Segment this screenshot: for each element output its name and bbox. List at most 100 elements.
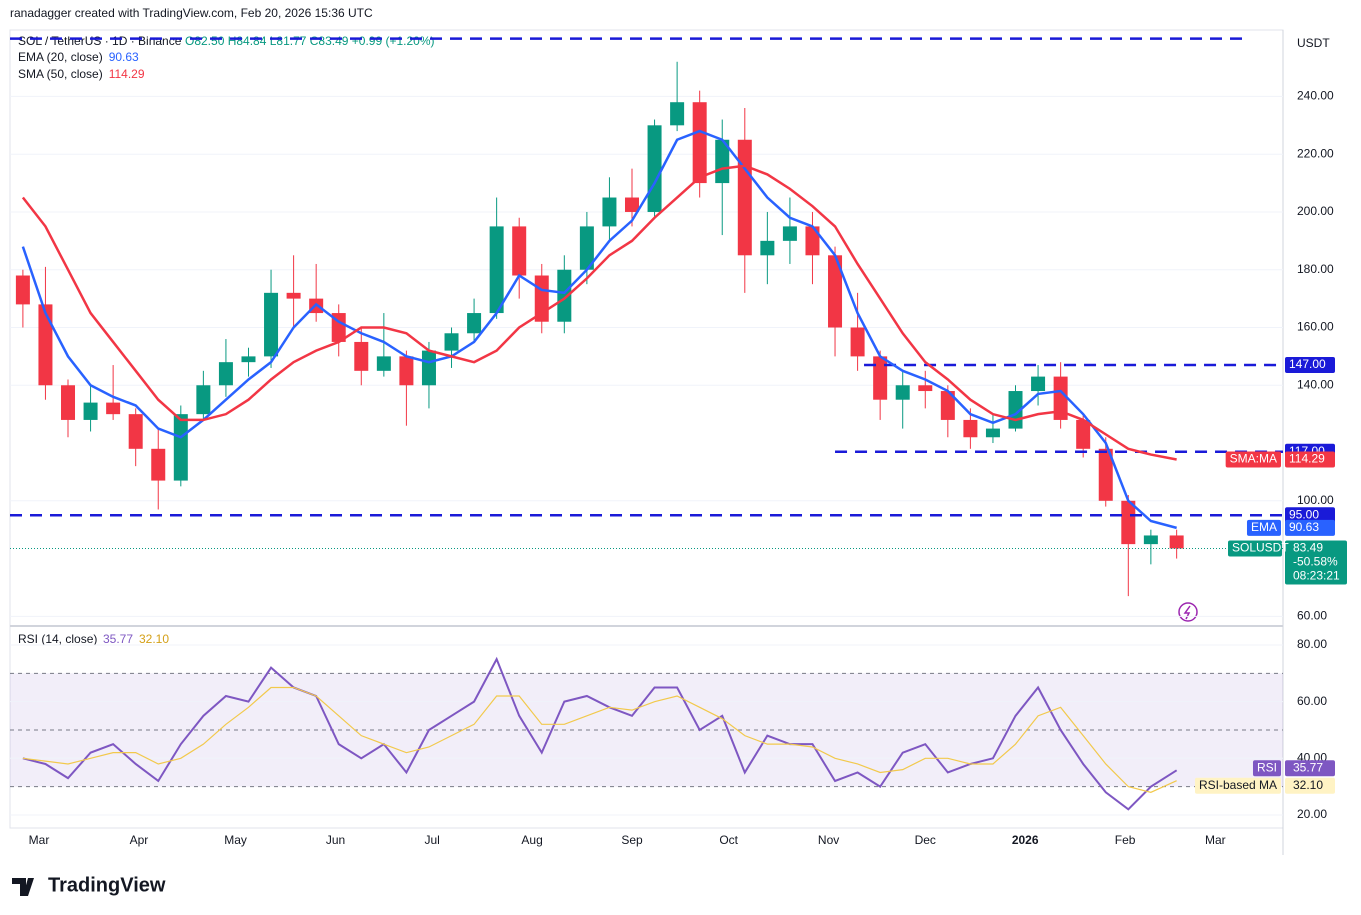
candle-body <box>602 197 617 227</box>
y-tick-label: 180.00 <box>1297 262 1334 276</box>
candle-body <box>985 428 1000 438</box>
candle-body <box>128 414 143 449</box>
candle-body <box>61 385 76 420</box>
axis-value-tag: 32.10 <box>1293 778 1323 792</box>
candle-body <box>1031 376 1046 392</box>
ohlc: O82.50 H84.84 L81.77 C83.49 +0.99 (+1.20… <box>185 34 435 48</box>
candle-body <box>376 356 391 371</box>
ma-line <box>21 129 1177 530</box>
brand: TradingView <box>48 874 166 896</box>
candle-body <box>241 356 256 363</box>
candle-body <box>805 226 820 256</box>
y-tick-label: 160.00 <box>1297 320 1334 334</box>
tag-name-box <box>1252 760 1281 777</box>
candle-body <box>354 341 369 371</box>
legend-value: 35.77 <box>103 632 133 646</box>
candle-body <box>38 304 53 386</box>
legend-name: SMA (50, close) <box>18 67 103 81</box>
y-tick-label: 60.00 <box>1297 609 1327 623</box>
candle-body <box>421 350 436 386</box>
y-tick-label: 60.00 <box>1297 694 1327 708</box>
axis-value-box <box>1285 760 1335 777</box>
x-tick-label: Aug <box>521 833 542 847</box>
y-tick-label: 200.00 <box>1297 204 1334 218</box>
level-label: 95.00 <box>1289 507 1319 521</box>
last-price-countdown: 08:23:21 <box>1293 569 1340 583</box>
last-price-label: 83.49 <box>1293 541 1323 555</box>
x-tick-label: Jul <box>425 833 440 847</box>
symbol-title: SOL / TetherUS · 1D · Binance <box>18 34 182 48</box>
candle-body <box>828 255 843 328</box>
ma-line <box>21 164 1177 461</box>
candle-body <box>151 448 166 481</box>
candle-body <box>963 419 978 438</box>
y-tick-label: 240.00 <box>1297 89 1334 103</box>
tag-name: EMA <box>1251 520 1277 534</box>
tag-name-box <box>1246 519 1281 536</box>
logo <box>12 878 34 896</box>
candle-body <box>512 226 527 276</box>
last-price-box <box>1285 540 1347 585</box>
y-tick-label: 100.00 <box>1297 493 1334 507</box>
candle-body <box>782 226 797 241</box>
tag-name: SMA:MA <box>1230 452 1277 466</box>
candle-body <box>15 275 30 305</box>
legend-value: 90.63 <box>109 50 139 64</box>
candle-body <box>895 385 910 400</box>
candle-body <box>444 333 459 351</box>
x-tick-label: Mar <box>1205 833 1226 847</box>
level-label: 147.00 <box>1289 357 1326 371</box>
axis-value-tag: 90.63 <box>1289 520 1319 534</box>
unit: USDT <box>1297 36 1330 50</box>
rsi-line <box>22 656 1178 811</box>
candle-body <box>467 313 482 334</box>
candle-body <box>1076 419 1091 449</box>
candle-body <box>83 402 98 420</box>
symbol-box <box>1228 540 1282 557</box>
candle-body <box>1098 448 1113 501</box>
y-tick-label: 140.00 <box>1297 377 1334 391</box>
candle-body <box>873 356 888 400</box>
x-tick-label: Feb <box>1115 833 1136 847</box>
tag-name-box <box>1225 451 1281 468</box>
tag-name: RSI <box>1257 760 1277 774</box>
axis-value-box <box>1285 777 1335 794</box>
x-tick-label: 2026 <box>1012 833 1039 847</box>
candle-body <box>670 102 685 126</box>
candle-body <box>264 292 279 357</box>
candle-body <box>1121 500 1136 545</box>
legend-name: EMA (20, close) <box>18 50 103 64</box>
x-tick-label: Mar <box>29 833 50 847</box>
axis-value-tag: 114.29 <box>1289 452 1325 466</box>
candle-body <box>918 385 933 392</box>
alert-icon[interactable] <box>1178 602 1198 622</box>
credit: ranadagger created with TradingView.com,… <box>10 6 373 20</box>
legend-value: 32.10 <box>139 632 169 646</box>
legend-value: 114.29 <box>109 67 145 81</box>
x-tick-label: May <box>224 833 247 847</box>
candle-body <box>1143 535 1158 545</box>
candle-body <box>647 125 662 212</box>
candle-body <box>1053 376 1068 420</box>
tag-name-box <box>1194 777 1281 794</box>
candle-body <box>737 139 752 256</box>
y-tick-label: 220.00 <box>1297 146 1334 160</box>
x-tick-label: Jun <box>326 833 345 847</box>
x-tick-label: Dec <box>915 833 936 847</box>
candle-body <box>557 269 572 322</box>
axis-value-tag-box <box>1285 451 1335 468</box>
rsi-line <box>22 686 1177 793</box>
candle-body <box>850 327 865 357</box>
candle-body <box>218 362 233 386</box>
candle-body <box>173 414 188 481</box>
candle-body <box>940 391 955 420</box>
candle-body <box>692 102 707 184</box>
candle-body <box>624 197 639 212</box>
y-tick-label: 20.00 <box>1297 807 1327 821</box>
candle-body <box>715 139 730 184</box>
rsi-band <box>10 673 1283 787</box>
candle-body <box>489 226 504 314</box>
candle-body <box>1169 535 1184 549</box>
candle-body <box>286 292 301 299</box>
